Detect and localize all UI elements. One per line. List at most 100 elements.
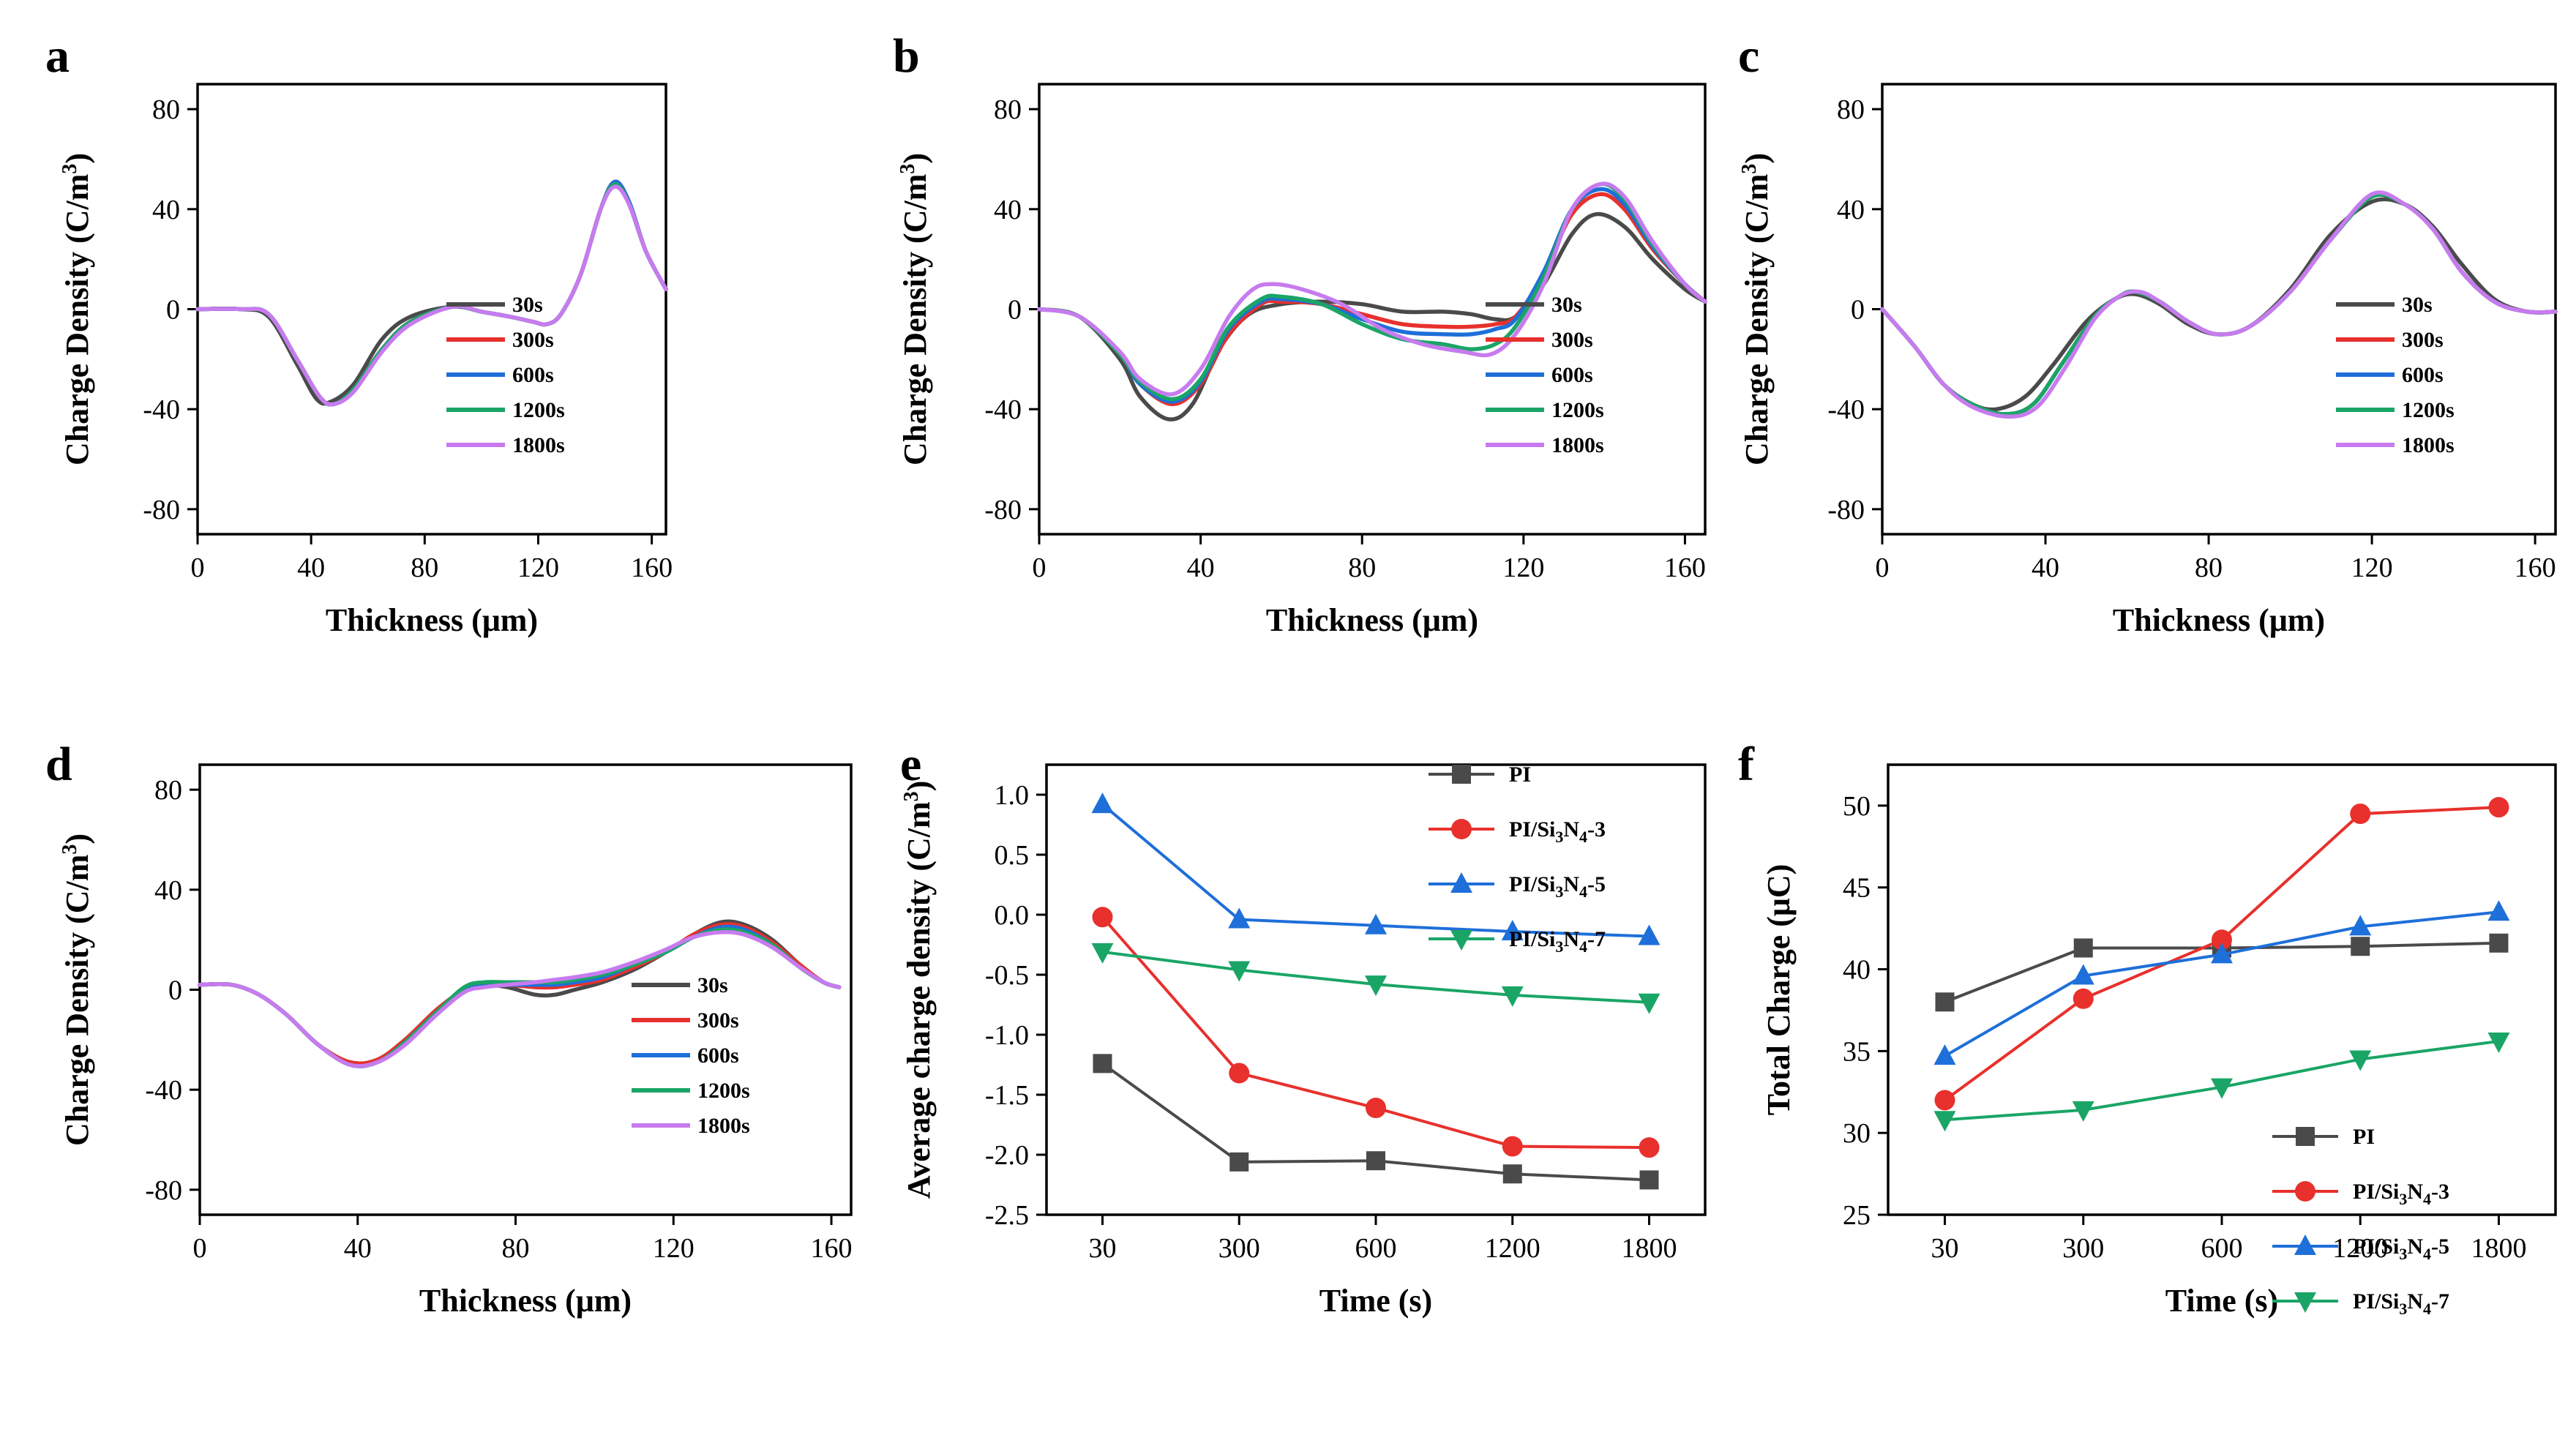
legend-text-part: -3 (2431, 1180, 2449, 1204)
series-curve (198, 924, 842, 1068)
series-30s (1880, 197, 2558, 412)
y-axis-title-superscript: 3 (59, 164, 81, 174)
legend-label: 1200s (2402, 398, 2455, 422)
series-PI/Si3N4-5 (1933, 900, 2510, 1065)
x-tick-label: 40 (2032, 552, 2059, 583)
data-point (1228, 961, 1251, 982)
legend-label: 300s (1551, 328, 1593, 352)
panel-c: c 0 40 80 120 160 -80 -40 0 40 80 Thickness (μm) Cha… (1738, 29, 2558, 638)
y-axis-title-superscript: 3 (59, 844, 81, 855)
legend-text-part: PI/Si (1509, 872, 1555, 896)
legend-subscript: 4 (1579, 883, 1587, 901)
x-tick-label: 1200 (2332, 1233, 2388, 1264)
legend-label: PI/Si3N4-5 (1509, 872, 1606, 901)
y-axis-title-end: ) (59, 833, 95, 844)
series-1200s (1880, 192, 2558, 416)
series-curve (1037, 192, 1707, 407)
legend: 30s 300s 600s 1200s 1800s (632, 973, 750, 1138)
legend-label: 300s (512, 328, 554, 352)
legend-label: 1800s (2402, 433, 2455, 457)
x-tick-label: 0 (193, 1233, 207, 1264)
legend-label: 30s (697, 973, 728, 997)
series-curve (1037, 187, 1707, 404)
x-tick-label: 120 (517, 552, 559, 583)
legend-subscript: 3 (1555, 883, 1563, 901)
data-point (2073, 938, 2093, 958)
y-tick-label: -1.5 (985, 1080, 1029, 1111)
y-axis-title-end: ) (1739, 153, 1775, 164)
data-point (2073, 988, 2094, 1009)
series-curve (198, 927, 842, 1068)
legend-subscript: 4 (2423, 1245, 2431, 1263)
legend-label: 30s (1551, 293, 1582, 317)
legend-subscript: 3 (2399, 1300, 2407, 1318)
y-axis-title-superscript: 3 (1738, 164, 1761, 174)
data-point (1502, 1164, 1522, 1184)
legend-subscript: 3 (1555, 937, 1563, 956)
x-tick-label: 160 (631, 552, 673, 583)
x-tick-label: 160 (2515, 552, 2556, 583)
legend-text-part: N (1563, 927, 1579, 951)
y-tick-label: 80 (1837, 94, 1865, 125)
legend-subscript: 4 (2423, 1190, 2431, 1208)
legend-label: 600s (2402, 363, 2444, 387)
data-point (2487, 1032, 2510, 1053)
legend-label: 300s (697, 1008, 739, 1033)
data-point (1935, 992, 1955, 1012)
series-30s (1037, 211, 1707, 421)
y-tick-label: -0.5 (985, 960, 1029, 991)
x-tick-label: 600 (2201, 1233, 2243, 1264)
data-point (2072, 1101, 2094, 1122)
legend-subscript: 3 (1555, 828, 1563, 846)
y-axis-title: Charge Density (C/m3) (59, 153, 95, 465)
series-curve (1880, 190, 2558, 419)
legend-text-part: N (2407, 1180, 2423, 1204)
legend-text-part: PI/Si (1509, 927, 1555, 951)
legend-text-part: N (1563, 872, 1579, 896)
series-PI/Si3N4-7 (1933, 1032, 2510, 1132)
x-tick-label: 0 (1876, 552, 1890, 583)
legend-label: PI/Si3N4-3 (2353, 1180, 2449, 1208)
legend-subscript: 3 (2399, 1245, 2407, 1263)
y-tick-label: 30 (1843, 1118, 1871, 1149)
legend-label: 1200s (1551, 398, 1604, 422)
y-tick-label: -40 (1827, 394, 1865, 425)
series-PI/Si3N4-7 (1091, 943, 1660, 1014)
data-point (1933, 1044, 1956, 1065)
data-point (2211, 1078, 2233, 1099)
y-tick-label: 80 (154, 775, 182, 806)
data-point (1501, 986, 1524, 1007)
x-tick-label: 1800 (1622, 1233, 1677, 1264)
data-point (2350, 803, 2371, 825)
series-1800s (1880, 190, 2558, 419)
x-axis-title: Time (s) (1319, 1283, 1432, 1319)
y-axis-title-end: ) (897, 153, 933, 164)
x-tick-label: 1200 (1485, 1233, 1540, 1264)
data-point (1638, 993, 1660, 1014)
data-point (1091, 943, 1114, 964)
series-30s (195, 181, 668, 406)
y-axis-title: Charge Density (C/m3) (59, 833, 95, 1146)
legend: 30s 300s 600s 1200s 1800s (2336, 293, 2455, 457)
series-curve (1037, 211, 1707, 421)
data-point (2211, 943, 2233, 964)
legend-label: 300s (2402, 328, 2444, 352)
legend-marker (2296, 1127, 2315, 1146)
data-point (2349, 915, 2372, 936)
x-tick-label: 80 (2195, 552, 2223, 583)
legend-text-part: -7 (1587, 927, 1606, 951)
legend-subscript: 4 (2423, 1300, 2431, 1318)
legend-marker (1450, 930, 1472, 951)
series-30s (198, 919, 842, 1066)
legend-text-part: PI/Si (2353, 1234, 2399, 1259)
y-tick-label: 0.5 (995, 840, 1030, 871)
legend-marker (2295, 1181, 2315, 1202)
data-point (1093, 1054, 1112, 1074)
panel-d: d 0 40 80 120 160 -80 -40 0 40 80 Thickness (μm) Cha… (45, 738, 853, 1319)
data-point (1933, 1111, 1956, 1132)
y-tick-label: -2.0 (985, 1140, 1029, 1171)
series-curve (1880, 192, 2558, 416)
x-tick-label: 80 (411, 552, 438, 583)
y-tick-label: 40 (994, 195, 1022, 225)
